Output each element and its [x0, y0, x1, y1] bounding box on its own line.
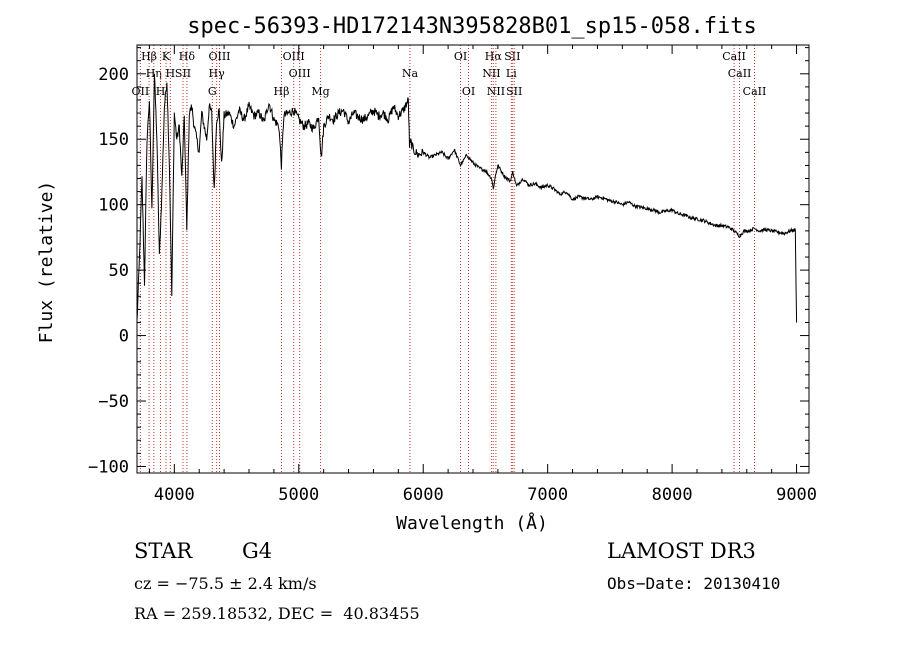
spectral-line-label: SII [506, 85, 522, 98]
x-tick-label: 8000 [652, 485, 693, 505]
spectral-line-label: OIII [208, 50, 230, 63]
chart-title: spec-56393-HD172143N395828B01_sp15-058.f… [187, 14, 757, 39]
spectral-line-label: OII [132, 85, 150, 98]
spectral-line-label: G [208, 85, 217, 98]
x-tick-label: 7000 [527, 485, 568, 505]
y-tick-label: 0 [119, 327, 129, 347]
x-tick-label: 9000 [776, 485, 817, 505]
survey-name: LAMOST DR3 [607, 539, 756, 563]
spectral-line-label: Hβ [141, 50, 157, 63]
spectral-line-label: OIII [283, 50, 305, 63]
spectral-line-label: OI [462, 85, 475, 98]
object-class: STAR [134, 539, 193, 563]
x-tick-label: 4000 [154, 485, 195, 505]
spectral-line-label: OIII [289, 67, 311, 80]
spectral-line-label: Li [506, 67, 517, 80]
y-tick-label: 50 [109, 261, 129, 281]
spectral-line-label: CaII [728, 67, 752, 80]
spectral-line-label: NII [482, 67, 500, 80]
y-tick-label: 200 [98, 65, 129, 85]
object-subclass: G4 [242, 539, 273, 563]
series-layer [136, 73, 798, 323]
x-axis-label: Wavelength (Å) [396, 512, 548, 534]
spectral-line-label: SII [504, 50, 520, 63]
spectral-line-label: SII [175, 67, 191, 80]
spectral-line-label: H [156, 85, 166, 98]
axis-ticks-layer: 4000 5000 6000 7000 8000 9000 −100 −50 0 50 100 150… [88, 45, 817, 505]
y-tick-label: −100 [88, 457, 129, 477]
spectral-line-label: Hγ [209, 67, 226, 80]
spectral-line-label: Hα [485, 50, 503, 63]
y-tick-label: 150 [98, 130, 129, 150]
flux-series-line [136, 73, 798, 323]
spectral-line-label: CaII [722, 50, 746, 63]
y-axis-label: Flux (relative) [36, 181, 57, 344]
redshift-cz: cz = −75.5 ± 2.4 km/s [134, 574, 317, 593]
spectral-line-label: CaII [743, 85, 767, 98]
coordinates: RA = 259.18532, DEC = 40.83455 [134, 604, 420, 623]
spectral-line-label: NII [487, 85, 505, 98]
spectral-line-label: Hβ [274, 85, 290, 98]
spectral-line-label: OI [454, 50, 467, 63]
spectral-line-label: Hδ [179, 50, 196, 63]
y-tick-label: −50 [98, 392, 129, 412]
spectral-line-label: K [162, 50, 171, 63]
spectral-line-label: Mg [311, 85, 329, 98]
spectral-line-label: Na [402, 67, 419, 80]
spectral-line-label: Hη [146, 67, 162, 80]
obs-date: Obs−Date: 20130410 [607, 574, 781, 593]
y-tick-label: 100 [98, 196, 129, 216]
spectral-line-label: H [166, 67, 176, 80]
x-tick-label: 5000 [278, 485, 319, 505]
x-tick-label: 6000 [403, 485, 444, 505]
plot-frame [136, 44, 810, 474]
